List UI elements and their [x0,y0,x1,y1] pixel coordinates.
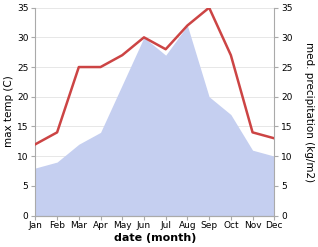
Y-axis label: med. precipitation (kg/m2): med. precipitation (kg/m2) [304,41,314,182]
X-axis label: date (month): date (month) [114,233,196,243]
Y-axis label: max temp (C): max temp (C) [4,76,14,147]
